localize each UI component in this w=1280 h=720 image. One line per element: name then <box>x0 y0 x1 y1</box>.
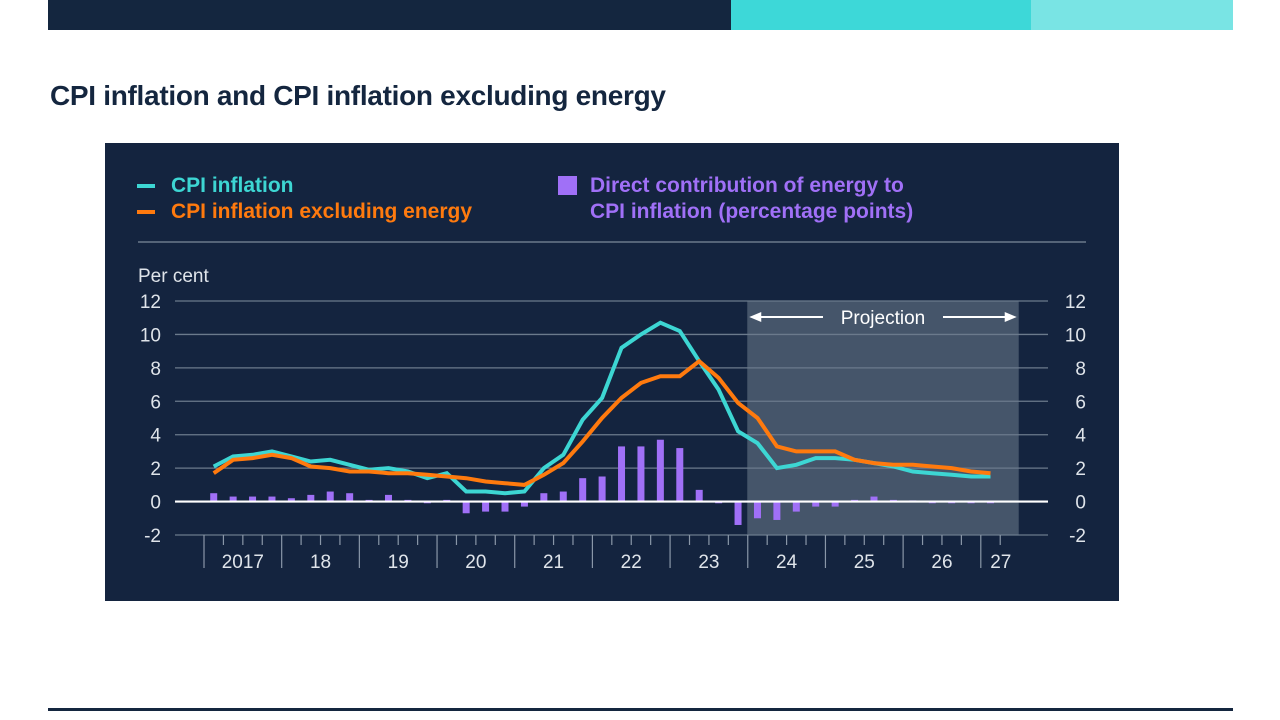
energy-contribution-bar <box>695 489 703 502</box>
y-tick-label-right: 8 <box>1075 359 1086 380</box>
energy-contribution-bar <box>229 496 237 502</box>
y-tick-label-left: 0 <box>150 493 161 514</box>
energy-contribution-bar <box>579 478 587 502</box>
energy-contribution-bar <box>753 501 761 519</box>
x-tick-label: 19 <box>388 552 409 573</box>
energy-contribution-bar <box>346 493 354 502</box>
arrow-left-icon <box>749 312 762 322</box>
footer-rule <box>48 708 1233 711</box>
y-axis-label: Per cent <box>138 266 209 287</box>
y-tick-label-right: 10 <box>1065 325 1086 346</box>
energy-contribution-bar <box>792 501 800 512</box>
energy-contribution-bar <box>384 494 392 502</box>
y-tick-label-left: 4 <box>150 426 161 447</box>
legend-square-icon <box>558 176 577 195</box>
energy-contribution-bar <box>812 501 820 507</box>
legend-label-cpi: CPI inflation <box>171 174 294 197</box>
y-tick-label-left: 8 <box>150 359 161 380</box>
energy-contribution-bar <box>249 496 257 502</box>
energy-contribution-bar <box>268 496 276 502</box>
x-tick-label: 24 <box>776 552 798 573</box>
legend-item-core: CPI inflation excluding energy <box>137 199 472 225</box>
energy-contribution-bar <box>676 448 684 502</box>
energy-contribution-bar <box>501 501 509 512</box>
energy-contribution-bar <box>326 491 334 502</box>
energy-contribution-bar <box>734 501 742 525</box>
energy-contribution-bar <box>598 476 606 502</box>
page-title: CPI inflation and CPI inflation excludin… <box>50 80 666 111</box>
y-tick-label-left: 10 <box>140 325 161 346</box>
y-tick-label-right: 0 <box>1075 493 1086 514</box>
energy-contribution-bar <box>287 498 295 502</box>
x-tick-label: 20 <box>465 552 486 573</box>
energy-contribution-bar <box>559 491 567 502</box>
legend-label-energy: Direct contribution of energy to CPI inf… <box>590 173 913 225</box>
legend-label-energy-line2: CPI inflation (percentage points) <box>590 200 914 223</box>
x-tick-label: 21 <box>543 552 564 573</box>
energy-contribution-bar <box>637 446 645 502</box>
y-tick-label-right: 6 <box>1075 392 1086 413</box>
energy-contribution-bar <box>773 501 781 520</box>
legend-label-energy-line1: Direct contribution of energy to <box>590 174 904 197</box>
arrow-right-icon <box>1004 312 1017 322</box>
y-tick-label-left: -2 <box>144 526 161 547</box>
energy-contribution-bar <box>520 501 528 507</box>
energy-contribution-bar <box>656 439 664 502</box>
y-tick-label-right: -2 <box>1069 526 1086 547</box>
projection-shade <box>747 301 1019 535</box>
header-accent-bar-teal <box>731 0 1031 30</box>
energy-contribution-bar <box>831 501 839 507</box>
legend-line-icon <box>137 210 155 214</box>
energy-contribution-bar <box>540 493 548 502</box>
x-tick-label: 2017 <box>222 552 264 573</box>
y-tick-label-left: 6 <box>150 392 161 413</box>
energy-contribution-bar <box>307 494 315 502</box>
legend-item-cpi: CPI inflation <box>137 173 294 199</box>
legend-item-energy: Direct contribution of energy to CPI inf… <box>558 173 913 225</box>
header-accent-bar-light-teal <box>1031 0 1233 30</box>
energy-contribution-bar <box>482 501 490 512</box>
x-tick-label: 23 <box>698 552 719 573</box>
energy-contribution-bar <box>210 493 218 502</box>
legend-label-core: CPI inflation excluding energy <box>171 200 473 223</box>
energy-contribution-bar <box>870 496 878 502</box>
y-tick-label-left: 2 <box>150 459 161 480</box>
x-tick-label: 25 <box>854 552 875 573</box>
x-tick-label: 26 <box>931 552 952 573</box>
projection-label: Projection <box>841 308 926 329</box>
energy-contribution-bar <box>618 446 626 502</box>
x-tick-label: 22 <box>621 552 642 573</box>
y-tick-label-right: 12 <box>1065 292 1086 313</box>
x-tick-label: 27 <box>990 552 1011 573</box>
y-tick-label-left: 12 <box>140 292 161 313</box>
y-tick-label-right: 2 <box>1075 459 1086 480</box>
y-tick-label-right: 4 <box>1075 426 1086 447</box>
legend-line-icon <box>137 184 155 188</box>
header-accent-bar-navy <box>48 0 731 30</box>
x-tick-label: 18 <box>310 552 331 573</box>
energy-contribution-bar <box>462 501 470 514</box>
